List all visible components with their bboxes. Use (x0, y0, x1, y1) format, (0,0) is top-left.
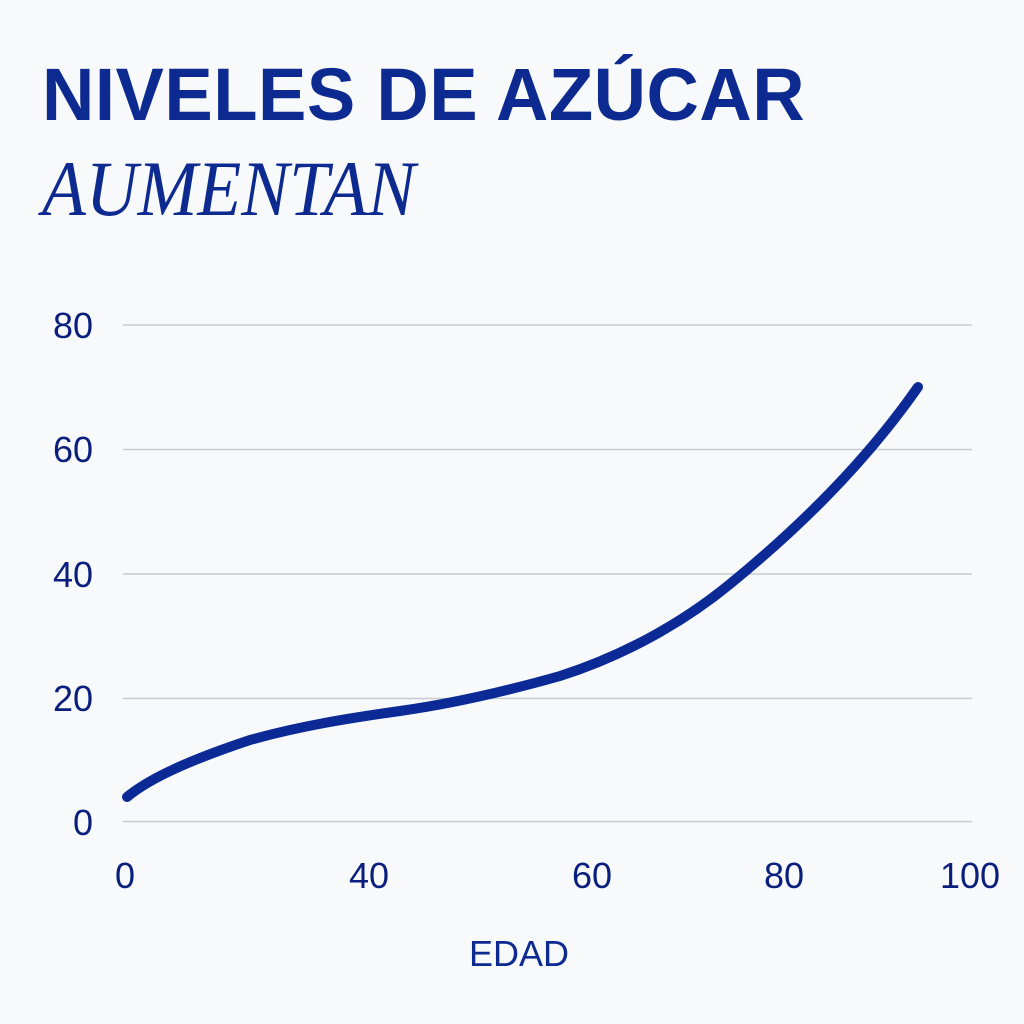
x-tick-label: 60 (572, 855, 612, 896)
y-tick-label: 40 (53, 554, 93, 595)
sugar-level-line (122, 382, 923, 802)
x-tick-label: 0 (115, 855, 135, 896)
gridlines (123, 324, 972, 823)
x-tick-label: 40 (349, 855, 389, 896)
chart-title: NIVELES DE AZÚCAR (42, 53, 806, 136)
chart-subtitle: AUMENTAN (42, 145, 416, 232)
y-axis-ticks: 80 60 40 20 0 (53, 305, 93, 843)
x-tick-label: 80 (764, 855, 804, 896)
x-axis-label: EDAD (469, 933, 569, 974)
x-tick-label: 100 (940, 855, 1000, 896)
y-tick-label: 20 (53, 678, 93, 719)
y-tick-label: 60 (53, 429, 93, 470)
y-tick-label: 80 (53, 305, 93, 346)
y-tick-label: 0 (73, 802, 93, 843)
x-axis-ticks: 0 40 60 80 100 (115, 855, 1000, 896)
